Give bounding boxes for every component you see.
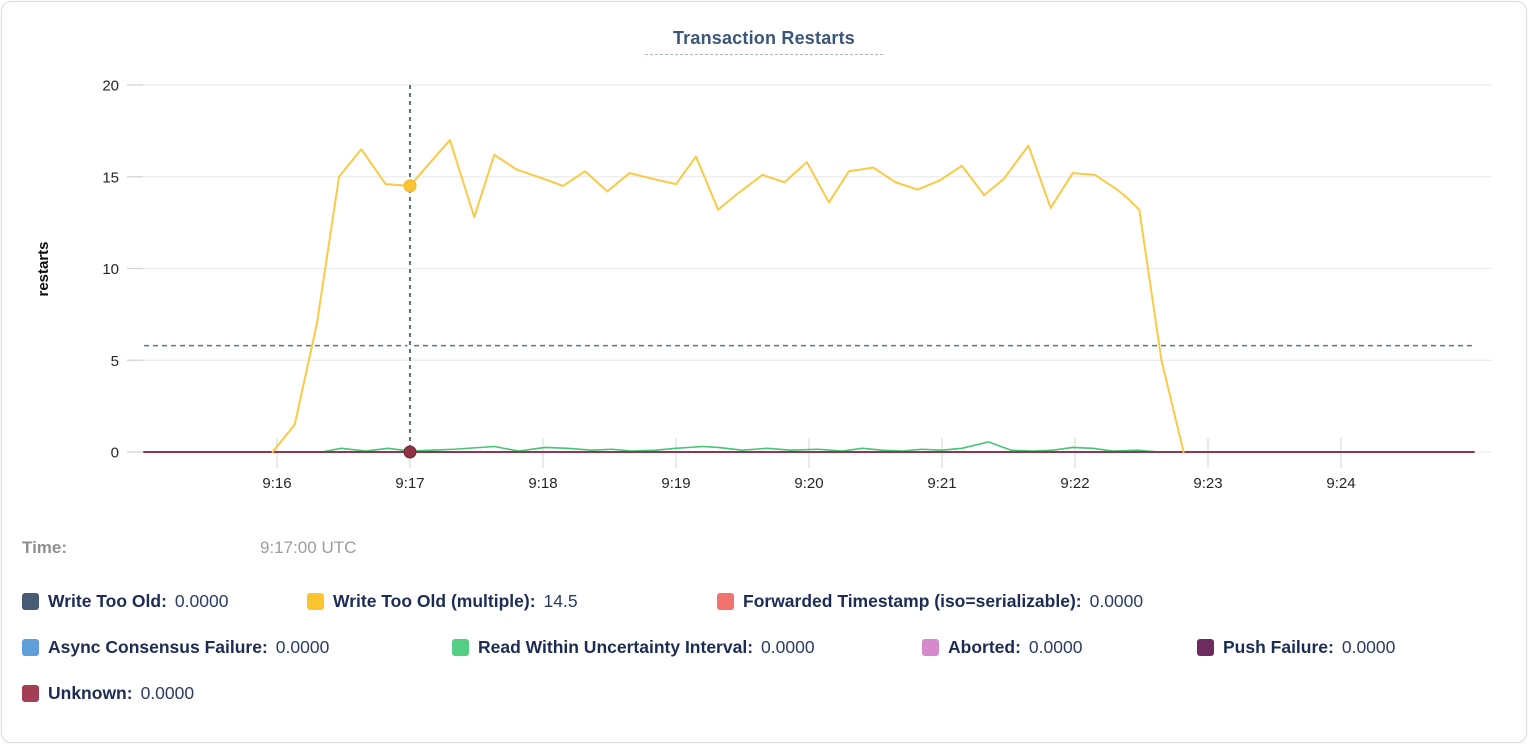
legend-swatch (22, 593, 39, 610)
legend-value: 0.0000 (761, 637, 815, 657)
legend-label: Write Too Old (multiple): (333, 591, 536, 611)
transaction-restarts-chart[interactable]: 0 5 10 15 20 9:16 9:17 9:18 9:19 9:20 9:21 9:22 9:23… (2, 57, 1526, 512)
legend-value: 0.0000 (275, 637, 330, 657)
legend-item-async-consensus-failure: Async Consensus Failure: 0.0000 (22, 637, 329, 658)
cursor-time-label: Time: (22, 538, 68, 557)
legend-label: Aborted: (948, 637, 1021, 657)
legend-swatch (452, 639, 469, 656)
legend-label: Unknown: (48, 683, 133, 703)
chart-header: Transaction Restarts (2, 2, 1526, 57)
cursor-dot (403, 445, 417, 459)
legend-value: 0.0000 (174, 591, 229, 611)
series-line-write-too-old-multiple (271, 139, 1185, 453)
x-tick-label: 9:23 (1193, 475, 1222, 492)
legend-value: 14.5 (543, 591, 578, 611)
legend-label: Read Within Uncertainty Interval: (478, 637, 754, 657)
chart-title[interactable]: Transaction Restarts (644, 28, 884, 55)
legend-label: Forwarded Timestamp (iso=serializable): (743, 591, 1082, 611)
y-axis-label: restarts (35, 241, 52, 296)
legend-value: 0.0000 (1028, 637, 1083, 657)
x-tick-label: 9:24 (1326, 475, 1355, 492)
cursor-time-row: Time: 9:17:00 UTC (22, 538, 622, 562)
legend-label: Push Failure: (1223, 637, 1334, 657)
legend-item-unknown: Unknown: 0.0000 (22, 683, 194, 704)
x-tick-label: 9:19 (661, 475, 690, 492)
legend-row-2: Async Consensus Failure: 0.0000 Read Withi… (2, 637, 1526, 661)
legend-item-read-within-uncertainty-interval: Read Within Uncertainty Interval: 0.0000 (452, 637, 815, 658)
legend-item-write-too-old: Write Too Old: 0.0000 (22, 591, 228, 612)
legend-swatch (1197, 639, 1214, 656)
legend-row-1: Write Too Old: 0.0000 Write Too Old (multi… (2, 591, 1526, 615)
x-tick-label: 9:21 (927, 475, 956, 492)
legend-item-aborted: Aborted: 0.0000 (922, 637, 1082, 658)
legend-swatch (22, 639, 39, 656)
cursor-dot (403, 179, 417, 193)
legend-value: 0.0000 (1089, 591, 1144, 611)
legend-value: 0.0000 (1341, 637, 1396, 657)
legend-label: Async Consensus Failure: (48, 637, 268, 657)
legend-swatch (307, 593, 324, 610)
y-tick-label: 10 (102, 261, 119, 278)
legend-swatch (22, 685, 39, 702)
y-tick-label: 20 (102, 78, 119, 95)
legend-swatch (922, 639, 939, 656)
legend-item-forwarded-timestamp-iso-serializable: Forwarded Timestamp (iso=serializable): 0… (717, 591, 1143, 612)
x-tick-label: 9:17 (395, 475, 424, 492)
legend-row-3: Unknown: 0.0000 (2, 683, 1526, 707)
x-tick-label: 9:22 (1060, 475, 1089, 492)
legend-item-push-failure: Push Failure: 0.0000 (1197, 637, 1395, 658)
legend-value: 0.0000 (140, 683, 195, 703)
series-line-read-within-uncertainty-interval (320, 441, 1161, 453)
legend-swatch (717, 593, 734, 610)
legend-item-write-too-old-multiple: Write Too Old (multiple): 14.5 (307, 591, 578, 612)
x-tick-label: 9:16 (262, 475, 291, 492)
y-tick-label: 5 (111, 353, 119, 370)
x-tick-label: 9:20 (794, 475, 823, 492)
cursor-time-value: 9:17:00 UTC (260, 538, 357, 557)
y-tick-label: 0 (111, 445, 119, 462)
x-tick-label: 9:18 (528, 475, 557, 492)
y-tick-label: 15 (102, 169, 119, 186)
legend-label: Write Too Old: (48, 591, 167, 611)
